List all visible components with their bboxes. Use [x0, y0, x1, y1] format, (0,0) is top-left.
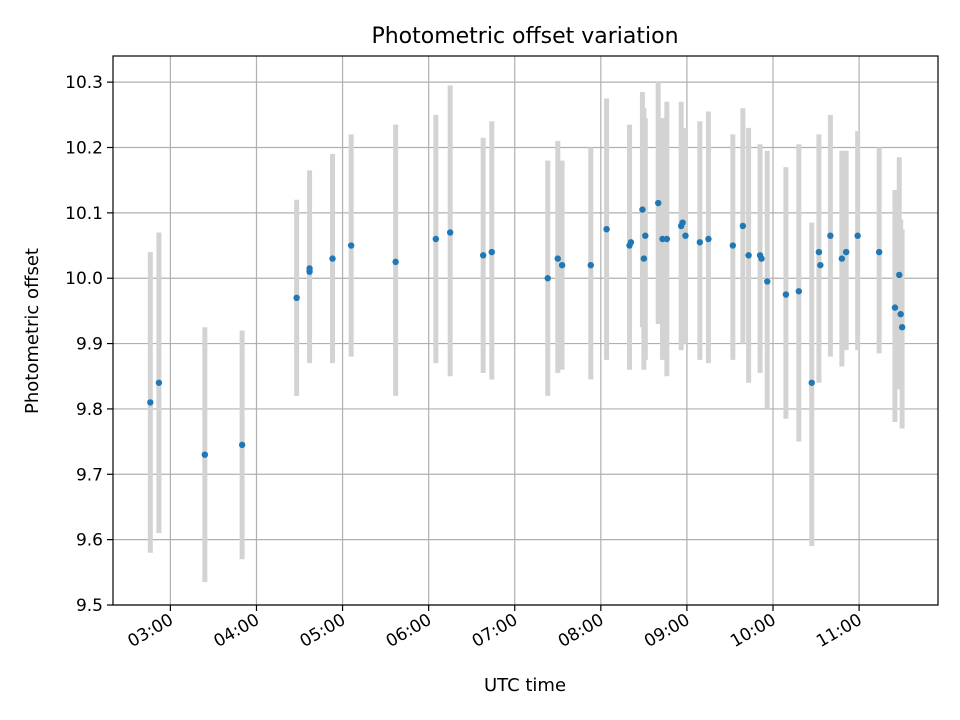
data-point — [745, 252, 752, 259]
data-points — [147, 199, 906, 458]
data-point — [891, 304, 899, 311]
data-point — [817, 261, 824, 269]
data-point — [238, 441, 246, 449]
data-point — [729, 242, 737, 249]
data-point — [640, 255, 648, 262]
data-point — [554, 255, 561, 262]
data-point — [815, 248, 823, 256]
data-point — [446, 229, 454, 236]
data-point — [705, 235, 712, 243]
data-point — [842, 248, 850, 256]
data-point — [696, 239, 704, 246]
data-point — [663, 235, 671, 243]
data-point — [479, 252, 487, 259]
x-axis-label: UTC time — [484, 675, 566, 696]
y-tick-label: 9.7 — [76, 465, 103, 485]
data-point — [808, 379, 815, 386]
data-point — [827, 232, 834, 239]
data-point — [432, 235, 440, 243]
data-point — [795, 288, 803, 295]
data-point — [147, 399, 154, 406]
y-tick-label: 9.5 — [76, 596, 103, 616]
y-tick-label: 9.8 — [76, 400, 103, 420]
data-point — [587, 261, 594, 269]
data-point — [764, 278, 771, 285]
data-point — [854, 232, 861, 239]
data-point — [739, 222, 747, 230]
data-point — [488, 248, 495, 256]
data-point — [392, 258, 399, 266]
data-point — [679, 219, 686, 226]
data-point — [655, 199, 662, 207]
data-point — [155, 379, 163, 386]
y-axis-label: Photometric offset — [22, 248, 43, 414]
data-point — [758, 255, 765, 262]
y-tick-label: 10.2 — [65, 139, 103, 159]
data-point — [347, 242, 355, 249]
data-point — [544, 275, 551, 282]
y-tick-label: 10.3 — [65, 73, 103, 93]
data-point — [329, 255, 336, 262]
chart-title: Photometric offset variation — [371, 24, 678, 49]
y-tick-label: 9.9 — [76, 335, 103, 355]
data-point — [782, 291, 790, 298]
data-point — [682, 232, 689, 239]
data-point — [898, 324, 906, 331]
data-point — [603, 225, 610, 233]
y-axis-ticks: 9.5 9.6 9.7 9.8 9.9 10.0 10.1 10.2 10.3 — [65, 73, 113, 616]
data-point — [642, 232, 649, 239]
y-tick-label: 9.6 — [76, 531, 103, 551]
data-point — [838, 255, 846, 262]
y-tick-label: 10.1 — [65, 204, 103, 224]
plot-frame — [112, 55, 939, 606]
data-point — [558, 261, 566, 269]
data-point — [875, 248, 883, 256]
data-point — [896, 271, 903, 279]
data-point — [639, 206, 646, 213]
y-tick-label: 10.0 — [65, 269, 103, 289]
data-point — [627, 239, 635, 246]
data-point — [293, 294, 300, 302]
data-point — [306, 265, 313, 272]
data-point — [897, 310, 904, 318]
data-point — [201, 451, 209, 458]
